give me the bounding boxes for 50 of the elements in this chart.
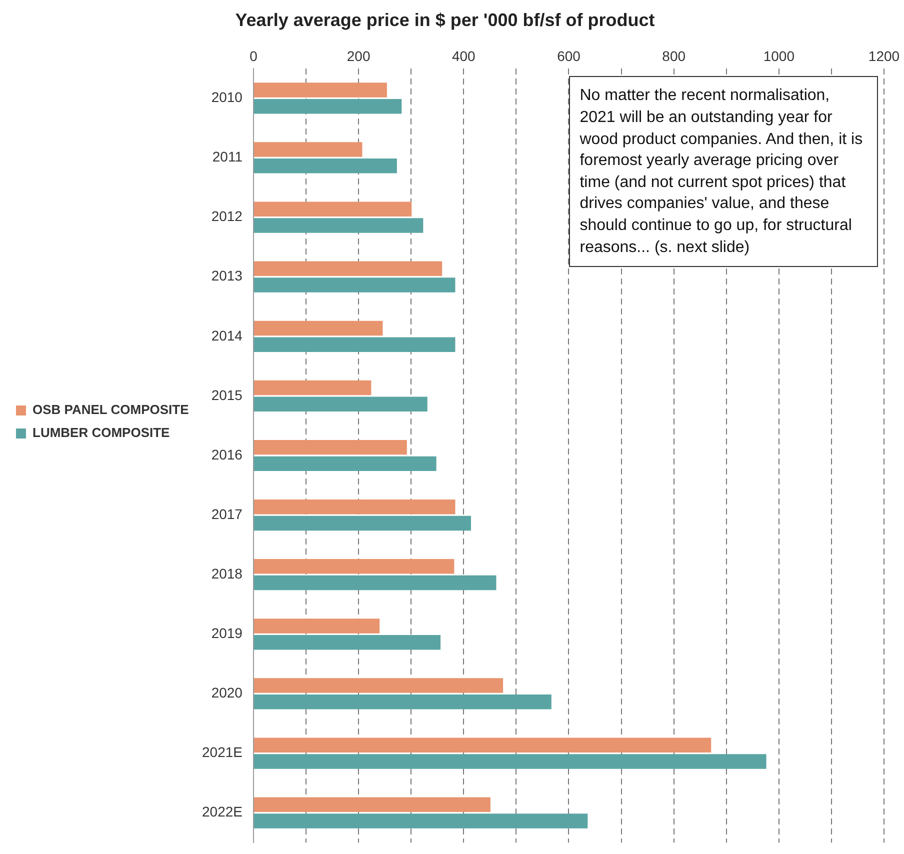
y-tick-label: 2011 [212,148,243,165]
bar [254,158,397,174]
bar [254,559,454,574]
y-tick-label: 2013 [211,268,243,284]
x-tick-label: 800 [662,48,686,64]
x-tick-label: 200 [346,48,370,64]
y-tick-label: 2021E [202,744,242,760]
bar [254,456,436,472]
bar [254,440,407,455]
annotation: No matter the recent normalisation, 2021 will be an outstanding year for wood product companies. And then, it is foremost yearly average pricing over time (and not current spot prices) that drives companies' value, and these should continue to go up, for structural reasons... (s. next slide) [568,76,878,268]
bar [254,678,504,693]
bar [254,499,456,514]
y-tick-label: 2019 [211,625,243,642]
x-tick-label: 600 [557,48,581,64]
bar [254,320,383,336]
y-tick-label: 2018 [211,565,243,582]
y-tick-label: 2022E [202,804,242,820]
bar [254,634,441,650]
bar [254,797,490,812]
bar [254,82,387,98]
bar [254,738,712,752]
y-tick-label: 2017 [211,506,243,522]
bar [254,754,766,769]
bar [254,618,380,634]
bar [254,261,442,276]
x-tick-label: 1000 [763,48,795,64]
legend-label: OSB PANEL COMPOSITE [32,402,190,418]
bar [254,337,456,352]
bar [254,98,402,114]
y-tick-label: 2014 [211,327,243,344]
y-tick-label: 2020 [211,684,243,701]
bar [254,142,362,157]
y-tick-label: 2012 [211,208,243,224]
bar [254,202,412,216]
x-tick-label: 0 [250,48,258,64]
chart-title: Yearly average price in $ per '000 bf/sf of product [235,10,655,30]
bar [254,278,456,292]
bar [254,380,372,396]
bar [254,396,428,412]
bar [254,516,472,531]
bar [254,575,496,590]
x-tick-label: 400 [452,48,476,64]
y-tick-label: 2016 [211,446,243,462]
bar [254,218,424,233]
x-tick-label: 1200 [868,48,900,64]
y-tick-label: 2010 [211,89,243,106]
bar [254,694,552,710]
legend-label: LUMBER COMPOSITE [32,425,170,440]
bar [254,814,588,828]
y-tick-label: 2015 [211,386,243,403]
